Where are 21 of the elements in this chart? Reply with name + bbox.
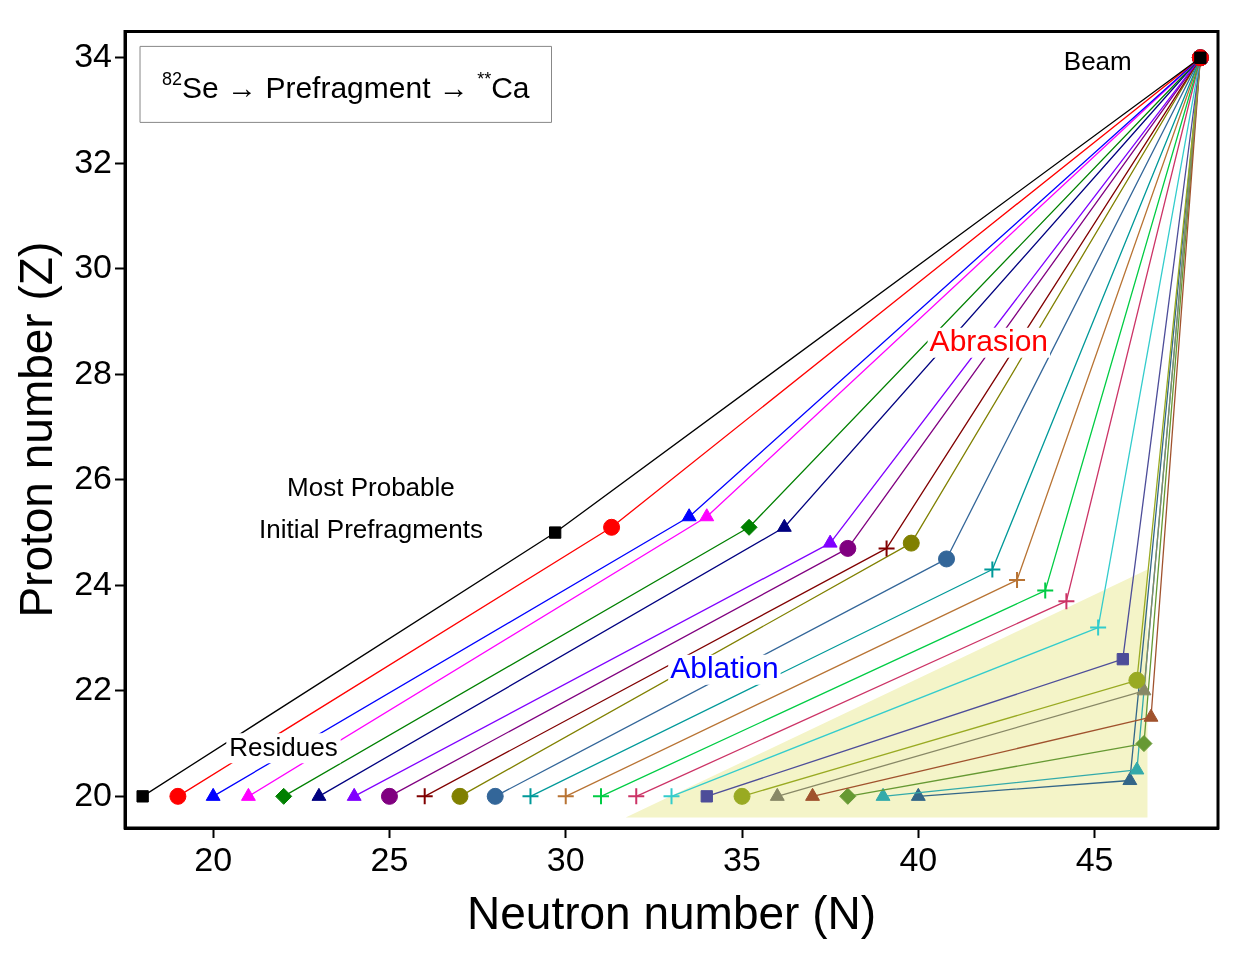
annotation: Abrasion	[929, 323, 1049, 357]
y-tick-label: 30	[74, 247, 113, 286]
x-tick-label: 30	[546, 839, 585, 878]
y-tick-label: 32	[74, 141, 113, 180]
y-tick-label: 34	[74, 36, 113, 75]
y-axis-title: Proton number (Z)	[10, 241, 63, 618]
x-tick-label: 45	[1075, 839, 1114, 878]
annotation: Residues	[229, 731, 338, 762]
x-tick-label: 20	[194, 839, 233, 878]
y-tick-label: 22	[74, 669, 113, 708]
annotation: Ablation	[670, 651, 779, 684]
y-tick-label: 24	[74, 563, 113, 602]
y-tick-label: 28	[74, 352, 113, 391]
x-tick-label: 40	[899, 839, 938, 878]
y-tick-label: 20	[74, 774, 113, 813]
x-tick-label: 35	[723, 839, 761, 878]
annotation: Most Probable Initial Prefragments	[258, 471, 483, 544]
annotation: Beam	[1063, 46, 1132, 77]
x-axis-title: Neutron number (N)	[466, 887, 877, 940]
y-tick-label: 26	[74, 458, 113, 497]
x-tick-label: 25	[370, 839, 409, 878]
